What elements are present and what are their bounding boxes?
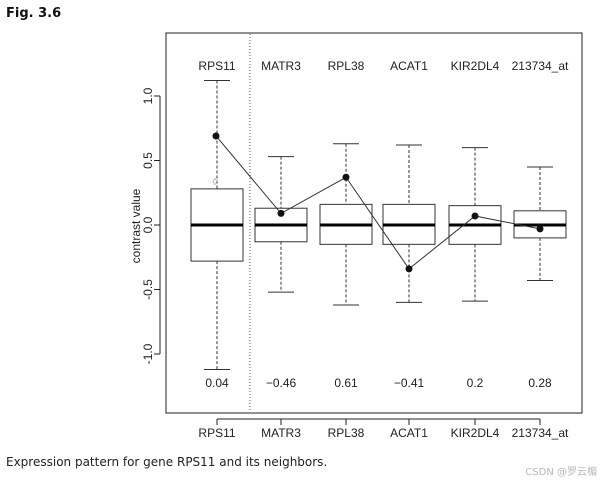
top-category-label: MATR3	[261, 59, 301, 73]
box-group	[254, 156, 308, 293]
x-tick-label: RPL38	[328, 426, 365, 440]
contrast-point	[536, 225, 544, 233]
x-tick-label: MATR3	[261, 426, 301, 440]
x-tick-label: 213734_at	[512, 426, 569, 440]
y-tick-label: 0.5	[141, 152, 155, 169]
box-group	[382, 144, 436, 303]
watermark: CSDN @罗云楣	[525, 467, 597, 478]
plot-frame	[165, 32, 583, 414]
correlation-value: 0.61	[334, 376, 358, 390]
correlation-annotations: 0.04 −0.46 0.61 −0.41 0.2 0.28	[205, 376, 552, 390]
top-category-label: KIR2DL4	[451, 59, 500, 73]
figure-caption: Expression pattern for gene RPS11 and it…	[6, 455, 328, 469]
contrast-line-layer	[212, 132, 544, 273]
x-tick-label: KIR2DL4	[451, 426, 500, 440]
boxplot-chart: -1.0 -0.5 0.0 0.5 1.0 contrast value ◊ RPS11…	[129, 32, 583, 440]
correlation-value: 0.04	[205, 376, 229, 390]
top-category-label: RPS11	[198, 59, 235, 73]
correlation-value: −0.41	[394, 376, 425, 390]
correlation-value: 0.2	[467, 376, 484, 390]
y-tick-label: -0.5	[141, 279, 155, 300]
box-group	[448, 147, 502, 302]
figure-label: Fig. 3.6	[6, 6, 62, 21]
contrast-point	[212, 132, 220, 140]
top-category-labels: RPS11 MATR3 RPL38 ACAT1 KIR2DL4 213734_at	[198, 59, 569, 73]
top-category-label: ACAT1	[390, 59, 428, 73]
y-axis-label: contrast value	[129, 188, 143, 263]
top-category-label: RPL38	[328, 59, 365, 73]
contrast-point	[277, 209, 285, 217]
outlier-point: ◊	[213, 177, 218, 188]
x-tick-label: RPS11	[198, 426, 235, 440]
contrast-line	[215, 135, 541, 270]
box-group: ◊	[190, 80, 244, 370]
y-axis: -1.0 -0.5 0.0 0.5 1.0	[141, 87, 161, 364]
y-tick-label: -1.0	[141, 343, 155, 364]
box-group	[319, 143, 373, 306]
box-group	[513, 166, 567, 281]
correlation-value: −0.46	[266, 376, 297, 390]
top-category-label: 213734_at	[512, 59, 569, 73]
y-tick-label: 0.0	[141, 216, 155, 233]
correlation-value: 0.28	[528, 376, 552, 390]
x-axis: RPS11 MATR3 RPL38 ACAT1 KIR2DL4 213734_at	[198, 418, 569, 440]
contrast-point	[405, 265, 413, 273]
x-tick-label: ACAT1	[390, 426, 428, 440]
contrast-point	[471, 212, 479, 220]
y-tick-label: 1.0	[141, 87, 155, 104]
contrast-point	[342, 173, 350, 181]
